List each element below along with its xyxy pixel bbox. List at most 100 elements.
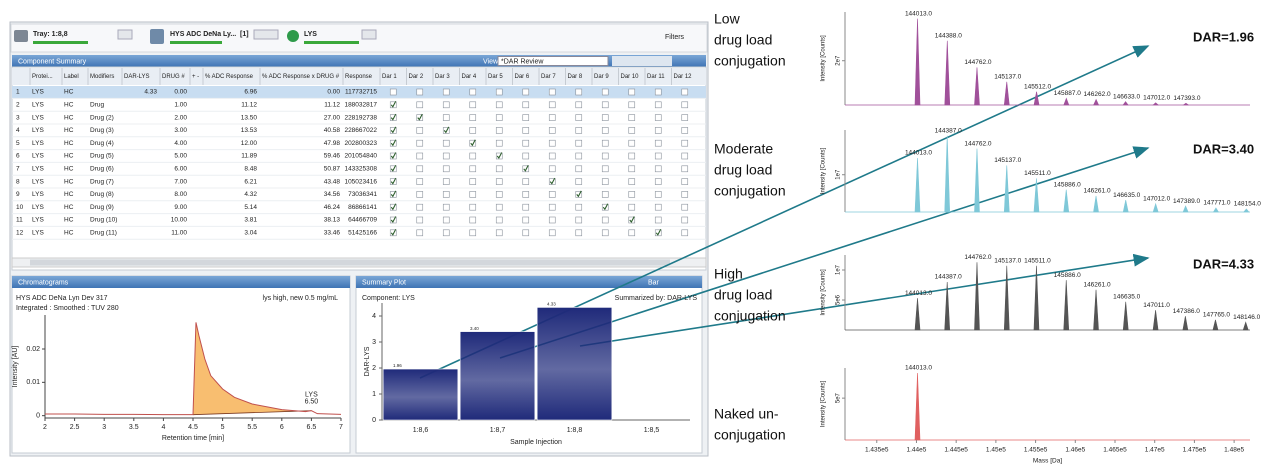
checkbox[interactable] bbox=[469, 88, 477, 96]
checkbox[interactable] bbox=[681, 216, 689, 224]
checkbox[interactable] bbox=[601, 165, 609, 173]
checkbox[interactable] bbox=[575, 114, 583, 121]
checkbox[interactable] bbox=[575, 165, 583, 173]
checkbox[interactable] bbox=[522, 229, 530, 237]
checkbox[interactable] bbox=[681, 165, 689, 173]
view-select[interactable] bbox=[497, 56, 609, 66]
checkbox[interactable] bbox=[522, 165, 530, 173]
checkbox[interactable] bbox=[628, 216, 636, 224]
checkbox[interactable] bbox=[548, 191, 556, 198]
checkbox[interactable] bbox=[654, 127, 662, 134]
checkbox[interactable] bbox=[654, 88, 662, 96]
checkbox[interactable] bbox=[628, 203, 636, 211]
checkbox[interactable] bbox=[442, 191, 450, 198]
checkbox[interactable] bbox=[575, 203, 583, 211]
checkbox[interactable] bbox=[654, 114, 662, 121]
checkbox[interactable] bbox=[548, 127, 556, 134]
nav-button[interactable] bbox=[361, 29, 377, 40]
checkbox[interactable] bbox=[548, 101, 556, 109]
checkbox[interactable] bbox=[575, 178, 583, 185]
checkbox[interactable] bbox=[416, 216, 424, 224]
checkbox[interactable] bbox=[469, 152, 477, 160]
checkbox[interactable] bbox=[601, 152, 609, 160]
checkbox[interactable] bbox=[389, 216, 397, 224]
checkbox[interactable] bbox=[389, 178, 397, 185]
checkbox[interactable] bbox=[628, 229, 636, 237]
checkbox[interactable] bbox=[389, 88, 397, 96]
checkbox[interactable] bbox=[469, 203, 477, 211]
checkbox[interactable] bbox=[575, 127, 583, 134]
checkbox[interactable] bbox=[442, 88, 450, 96]
checkbox[interactable] bbox=[442, 203, 450, 211]
checkbox[interactable] bbox=[442, 165, 450, 173]
checkbox[interactable] bbox=[389, 203, 397, 211]
panel-title[interactable]: Summary Plot bbox=[362, 279, 406, 286]
checkbox[interactable] bbox=[681, 152, 689, 160]
checkbox[interactable] bbox=[416, 178, 424, 185]
checkbox[interactable] bbox=[654, 139, 662, 147]
checkbox[interactable] bbox=[469, 229, 477, 237]
checkbox[interactable] bbox=[495, 191, 503, 198]
checkbox[interactable] bbox=[548, 139, 556, 147]
checkbox[interactable] bbox=[495, 101, 503, 109]
checkbox[interactable] bbox=[442, 216, 450, 224]
checkbox[interactable] bbox=[495, 216, 503, 224]
plot-mode[interactable]: Bar bbox=[648, 279, 660, 286]
checkbox[interactable] bbox=[601, 191, 609, 198]
checkbox[interactable] bbox=[601, 203, 609, 211]
checkbox[interactable] bbox=[601, 229, 609, 237]
nav-button[interactable] bbox=[253, 29, 279, 40]
checkbox[interactable] bbox=[681, 101, 689, 109]
checkbox[interactable] bbox=[469, 216, 477, 224]
checkbox[interactable] bbox=[389, 152, 397, 160]
checkbox[interactable] bbox=[442, 178, 450, 185]
checkbox[interactable] bbox=[522, 101, 530, 109]
checkbox[interactable] bbox=[548, 165, 556, 173]
checkbox[interactable] bbox=[522, 178, 530, 185]
checkbox[interactable] bbox=[495, 152, 503, 160]
checkbox[interactable] bbox=[575, 88, 583, 96]
checkbox[interactable] bbox=[601, 139, 609, 147]
checkbox[interactable] bbox=[469, 114, 477, 121]
checkbox[interactable] bbox=[654, 229, 662, 237]
checkbox[interactable] bbox=[654, 101, 662, 109]
checkbox[interactable] bbox=[548, 114, 556, 121]
checkbox[interactable] bbox=[389, 229, 397, 237]
checkbox[interactable] bbox=[601, 101, 609, 109]
checkbox[interactable] bbox=[628, 139, 636, 147]
checkbox[interactable] bbox=[654, 152, 662, 160]
checkbox[interactable] bbox=[416, 114, 424, 121]
checkbox[interactable] bbox=[416, 139, 424, 147]
checkbox[interactable] bbox=[628, 88, 636, 96]
checkbox[interactable] bbox=[495, 114, 503, 121]
checkbox[interactable] bbox=[628, 127, 636, 134]
panel-title[interactable]: Chromatograms bbox=[18, 279, 69, 286]
checkbox[interactable] bbox=[601, 127, 609, 134]
checkbox[interactable] bbox=[522, 203, 530, 211]
checkbox[interactable] bbox=[681, 139, 689, 147]
panel-title[interactable]: Component Summary bbox=[18, 58, 87, 65]
checkbox[interactable] bbox=[442, 114, 450, 121]
checkbox[interactable] bbox=[495, 165, 503, 173]
checkbox[interactable] bbox=[416, 152, 424, 160]
checkbox[interactable] bbox=[495, 203, 503, 211]
checkbox[interactable] bbox=[628, 114, 636, 121]
checkbox[interactable] bbox=[389, 191, 397, 198]
checkbox[interactable] bbox=[681, 178, 689, 185]
filters-button[interactable]: Filters bbox=[665, 34, 685, 41]
checkbox[interactable] bbox=[469, 178, 477, 185]
checkbox[interactable] bbox=[495, 139, 503, 147]
checkbox[interactable] bbox=[681, 88, 689, 96]
checkbox[interactable] bbox=[389, 114, 397, 121]
scroll-thumb[interactable] bbox=[30, 259, 670, 266]
checkbox[interactable] bbox=[575, 216, 583, 224]
checkbox[interactable] bbox=[389, 101, 397, 109]
checkbox[interactable] bbox=[548, 152, 556, 160]
checkbox[interactable] bbox=[654, 203, 662, 211]
checkbox[interactable] bbox=[522, 216, 530, 224]
checkbox[interactable] bbox=[442, 127, 450, 134]
checkbox[interactable] bbox=[416, 101, 424, 109]
checkbox[interactable] bbox=[495, 178, 503, 185]
checkbox[interactable] bbox=[575, 191, 583, 198]
checkbox[interactable] bbox=[681, 127, 689, 134]
